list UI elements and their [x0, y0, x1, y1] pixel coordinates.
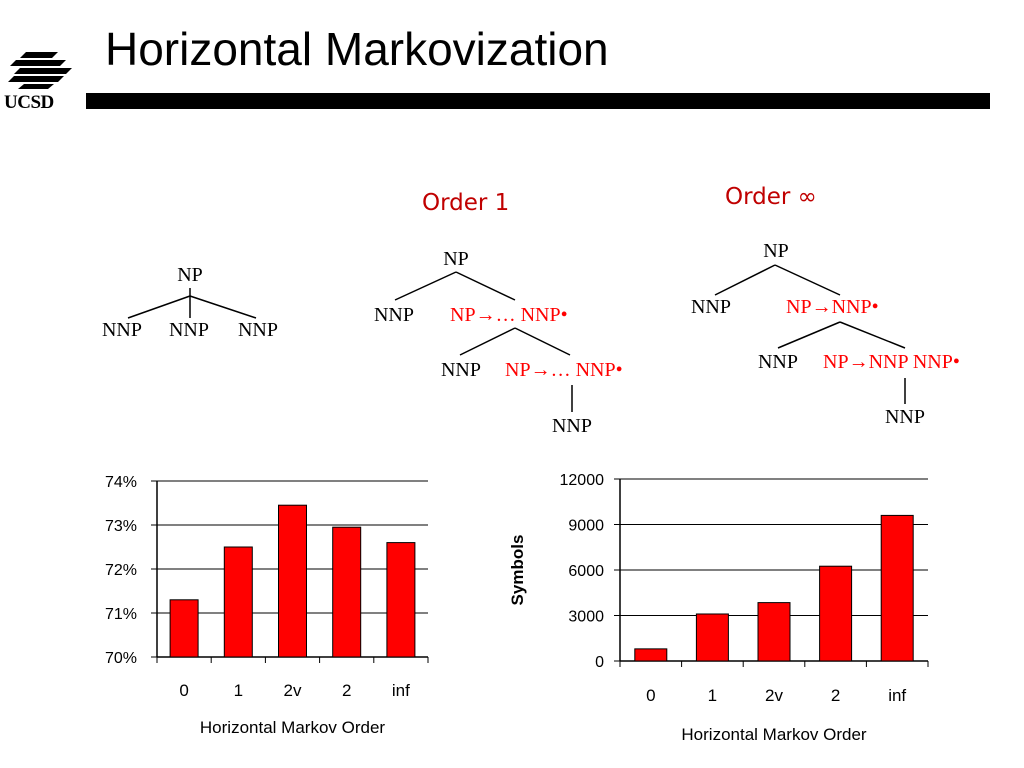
y-tick-label: 73% — [105, 518, 137, 535]
orderinf-level3: NNP — [885, 406, 925, 428]
x-axis-label: Horizontal Markov Order — [200, 718, 386, 737]
x-category-label: 2v — [765, 686, 783, 705]
symbols-chart: 12000 9000 6000 3000 0 0 1 2v 2 inf Horizontal Mar… — [508, 472, 929, 744]
parse-trees: NP NNP NNP NNP NP NNP NP→… NNP• NNP NP→…… — [102, 240, 960, 437]
order1-level2-left: NNP — [441, 359, 481, 381]
logo-text: UCSD — [4, 92, 54, 113]
bar-1 — [223, 546, 253, 658]
y-tick-label: 74% — [105, 474, 137, 491]
slide-title: Horizontal Markovization — [105, 23, 609, 75]
y-tick-label: 3000 — [568, 609, 604, 626]
bar-0 — [169, 599, 199, 658]
y-tick-label: 12000 — [560, 472, 605, 489]
orderinf-level2-right: NP→NNP NNP• — [823, 351, 960, 373]
flat-root: NP — [177, 264, 203, 286]
flat-child-1: NNP — [102, 319, 142, 341]
y-tick-label: 6000 — [568, 563, 604, 580]
y-tick-label: 0 — [595, 654, 604, 671]
x-category-label: 0 — [179, 681, 188, 700]
x-category-label: 0 — [646, 686, 655, 705]
orderinf-level1-left: NNP — [691, 296, 731, 318]
flat-child-2: NNP — [169, 319, 209, 341]
x-category-label: inf — [392, 681, 410, 700]
order1-level3: NNP — [552, 415, 592, 437]
x-category-label: 2 — [831, 686, 840, 705]
order1-root: NP — [443, 248, 469, 270]
x-category-label: 2v — [284, 681, 302, 700]
y-tick-label: 70% — [105, 650, 137, 667]
order1-level2-right: NP→… NNP• — [505, 359, 623, 381]
bar-2 — [819, 565, 853, 662]
orderinf-level2-left: NNP — [758, 351, 798, 373]
x-axis-label: Horizontal Markov Order — [681, 725, 867, 744]
bar-2v — [278, 504, 307, 658]
bar-2v — [757, 602, 791, 662]
x-category-label: inf — [888, 686, 906, 705]
y-tick-label: 72% — [105, 562, 137, 579]
bar-inf — [880, 514, 914, 662]
orderinf-level1-right: NP→NNP• — [786, 296, 879, 318]
x-category-label: 1 — [708, 686, 717, 705]
y-tick-label: 71% — [105, 606, 137, 623]
order-inf-label: Order ∞ — [725, 184, 817, 210]
order1-level1-left: NNP — [374, 304, 414, 326]
y-tick-label: 9000 — [568, 518, 604, 535]
bar-inf — [386, 542, 416, 658]
order1-level1-right: NP→… NNP• — [450, 304, 568, 326]
bar-2 — [332, 526, 362, 658]
accuracy-chart: 74% 73% 72% 71% 70% 0 1 2v 2 inf Horizontal Markov… — [105, 474, 429, 737]
bar-0 — [634, 648, 668, 662]
x-category-label: 1 — [234, 681, 243, 700]
ucsd-logo-icon — [8, 52, 72, 89]
y-axis-label: Symbols — [508, 535, 527, 606]
orderinf-root: NP — [763, 240, 789, 262]
x-category-label: 2 — [342, 681, 351, 700]
bar-1 — [695, 613, 729, 662]
title-divider-bar — [86, 93, 990, 109]
flat-child-3: NNP — [238, 319, 278, 341]
order-1-label: Order 1 — [422, 190, 510, 216]
